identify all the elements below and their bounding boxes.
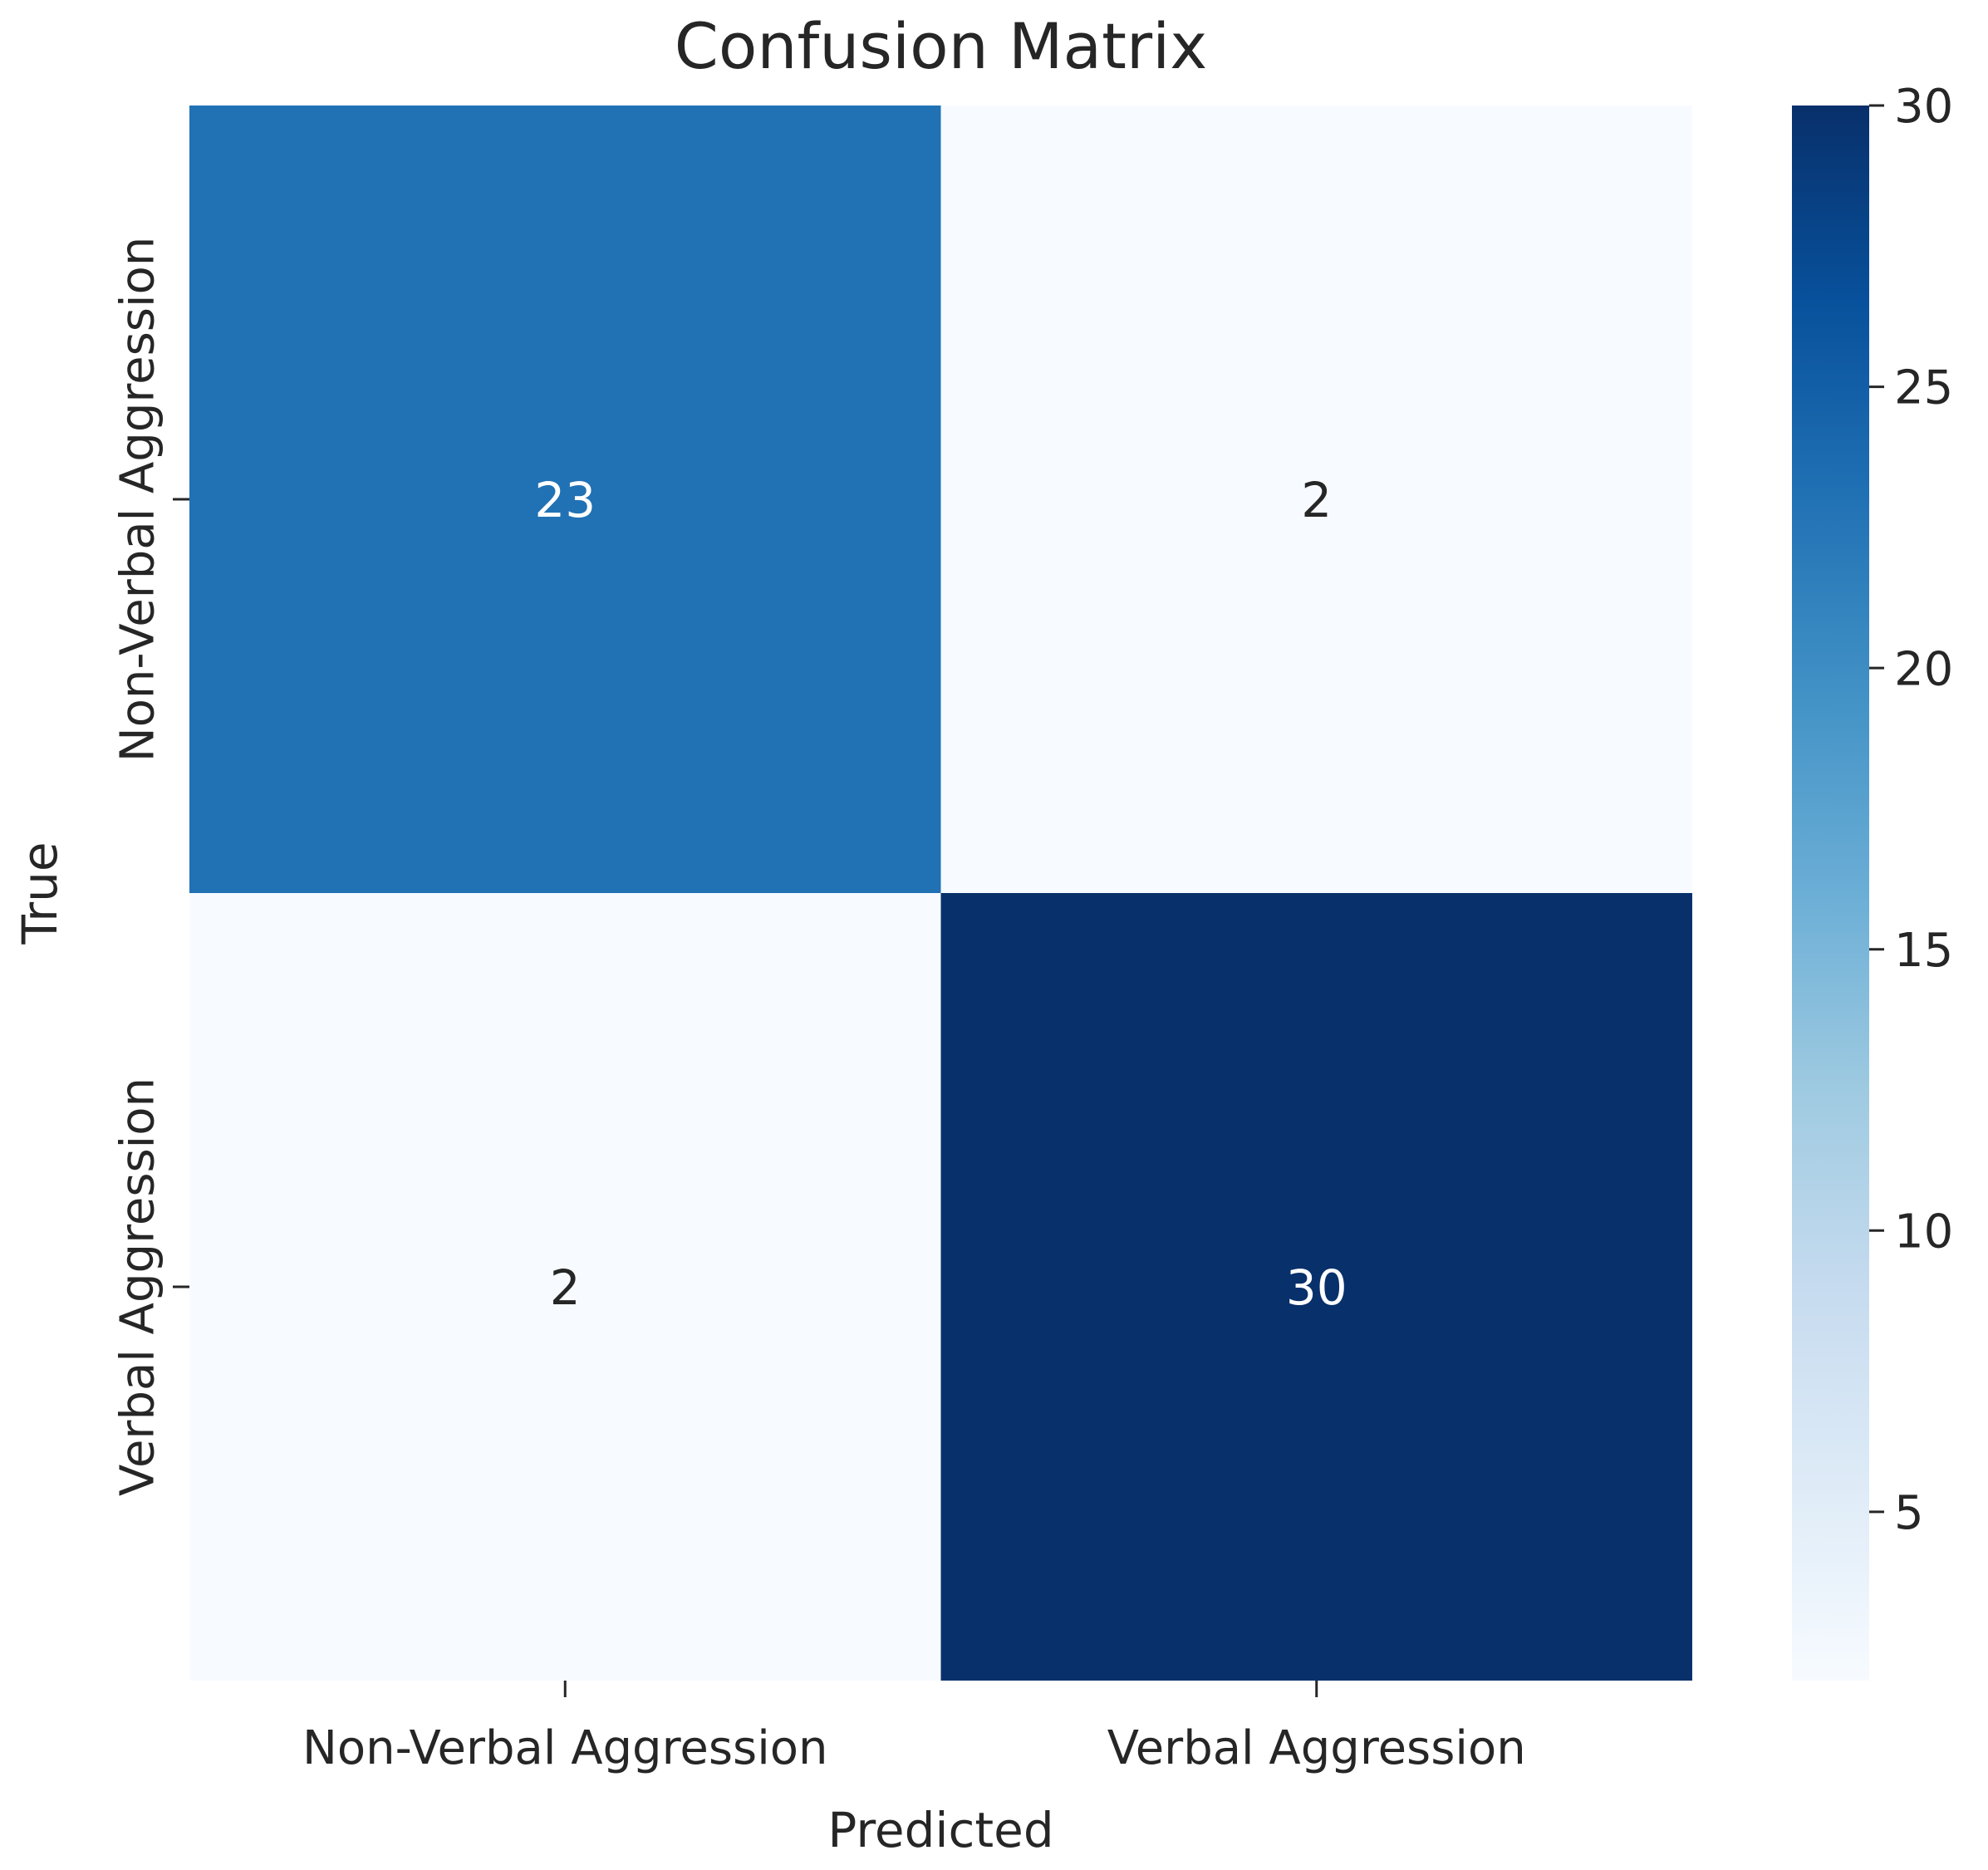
heatmap-cell: [940, 893, 1692, 1681]
cell-value-label: 23: [534, 472, 596, 528]
colorbar-tick-label: 10: [1894, 1205, 1953, 1259]
cell-value-label: 30: [1286, 1259, 1347, 1316]
colorbar-tick-label: 5: [1894, 1486, 1924, 1540]
colorbar-tick-label: 25: [1894, 361, 1953, 415]
y-axis-label: True: [12, 842, 68, 945]
heatmap-cell: [189, 106, 941, 893]
x-tick-label: Verbal Aggression: [1107, 1721, 1526, 1775]
heatmap-cell: [940, 106, 1692, 893]
cell-value-label: 2: [1301, 472, 1332, 528]
heatmap-cell: [189, 893, 941, 1681]
chart-title: Confusion Matrix: [675, 9, 1207, 83]
x-axis-label: Predicted: [827, 1802, 1053, 1858]
x-tick-label: Non-Verbal Aggression: [302, 1721, 828, 1775]
cell-value-label: 2: [550, 1259, 581, 1316]
colorbar-tick-label: 15: [1894, 924, 1953, 978]
colorbar: [1792, 106, 1869, 1681]
y-tick-label: Verbal Aggression: [111, 1077, 165, 1496]
colorbar-tick-label: 30: [1894, 80, 1953, 134]
y-tick-label: Non-Verbal Aggression: [111, 237, 165, 763]
colorbar-tick-label: 20: [1894, 642, 1953, 696]
